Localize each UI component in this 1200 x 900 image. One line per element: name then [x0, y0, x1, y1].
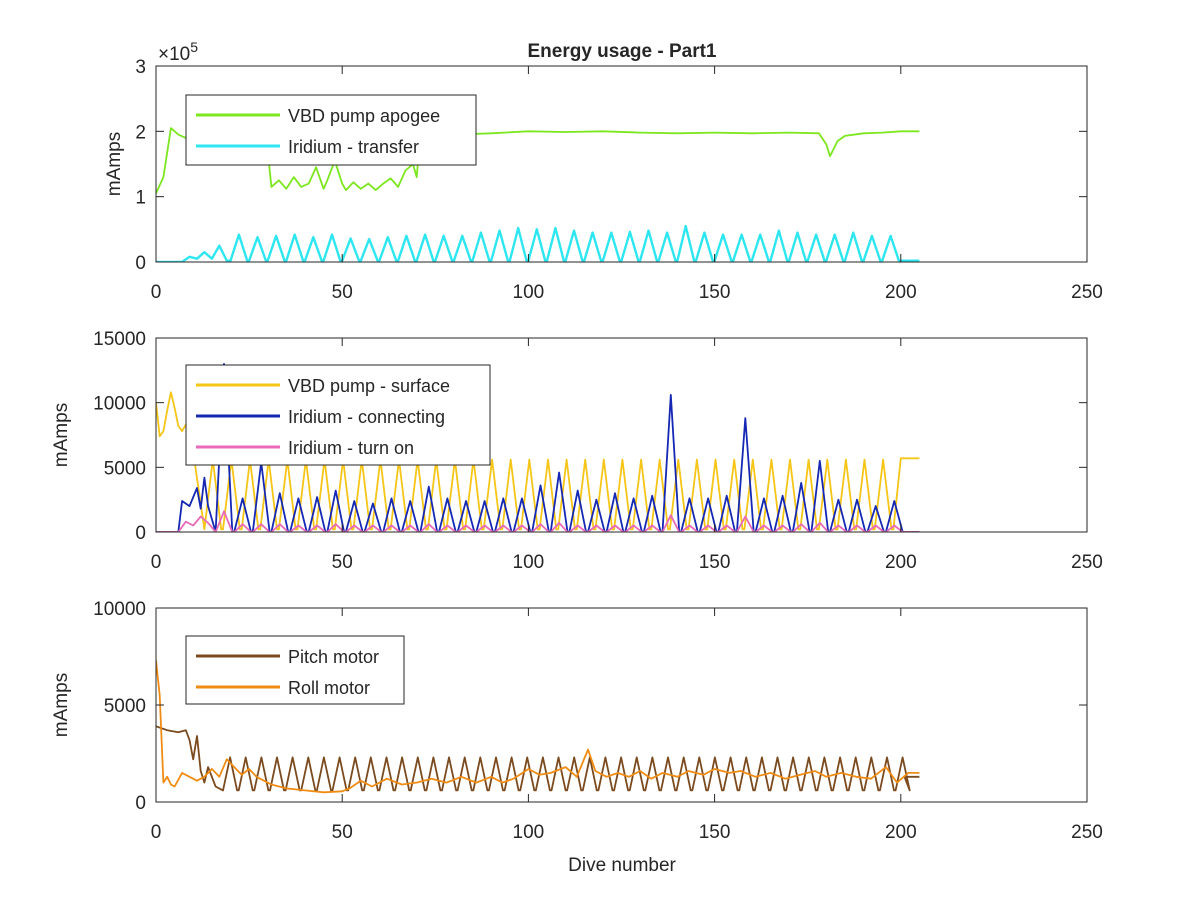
- legend-entry: Iridium - turn on: [288, 438, 414, 458]
- subplot-3: 0 50 100 150 200 250 0 5000 10000 mAmps Pitch moto…: [51, 599, 1103, 843]
- y-exponent-label: ×105: [158, 39, 198, 65]
- x-tick-label: 150: [699, 822, 731, 843]
- subplot-2: 0 50 100 150 200 250 0 5000 10000 15000 mAmps VBD p…: [51, 329, 1103, 573]
- x-tick-label: 250: [1071, 822, 1103, 843]
- y-tick-label: 10000: [93, 599, 146, 620]
- series-line-2-1: [156, 391, 920, 531]
- x-tick-label: 50: [332, 822, 353, 843]
- legend-entry: Pitch motor: [288, 647, 379, 667]
- x-tick-label: 0: [151, 552, 162, 573]
- x-tick-label: 50: [332, 282, 353, 303]
- series-line-3-2: [156, 660, 920, 794]
- x-tick-label: 150: [699, 282, 731, 303]
- x-tick-label: 100: [513, 822, 545, 843]
- x-tick-label: 150: [699, 552, 731, 573]
- legend-entry: VBD pump - surface: [288, 376, 450, 396]
- y-tick-label: 0: [135, 523, 146, 544]
- x-tick-label: 200: [885, 552, 917, 573]
- x-tick-label: 100: [513, 552, 545, 573]
- legend: VBD pump apogee Iridium - transfer: [185, 94, 477, 166]
- legend: Pitch motor Roll motor: [185, 635, 405, 705]
- legend-entry: Iridium - connecting: [288, 407, 445, 427]
- x-tick-label: 250: [1071, 282, 1103, 303]
- y-tick-label: 0: [135, 793, 146, 814]
- x-tick-label: 200: [885, 282, 917, 303]
- y-tick-label: 5000: [104, 696, 146, 717]
- x-tick-label: 50: [332, 552, 353, 573]
- y-axis-label: mAmps: [51, 673, 72, 737]
- legend-entry: Iridium - transfer: [288, 137, 419, 157]
- legend-box: [185, 635, 405, 705]
- x-tick-label: 0: [151, 282, 162, 303]
- x-tick-label: 250: [1071, 552, 1103, 573]
- x-tick-label: 100: [513, 282, 545, 303]
- y-tick-label: 3: [135, 57, 146, 78]
- x-axis-label: Dive number: [568, 855, 676, 876]
- y-axis-label: mAmps: [51, 403, 72, 467]
- y-tick-label: 2: [135, 122, 146, 143]
- axes-box: [155, 337, 1088, 533]
- y-tick-label: 10000: [93, 394, 146, 415]
- subplot-1: 0 50 100 150 200 250 0 1 2 3 ×105 mAmps VBD pump apo…: [104, 39, 1103, 303]
- legend-entry: Roll motor: [288, 678, 370, 698]
- legend-entry: VBD pump apogee: [288, 106, 440, 126]
- y-tick-label: 5000: [104, 458, 146, 479]
- series-line-2-3: [156, 510, 920, 532]
- x-tick-label: 0: [151, 822, 162, 843]
- series-line-3-1: [156, 725, 920, 792]
- y-tick-label: 1: [135, 188, 146, 209]
- legend-box: [185, 94, 477, 166]
- y-tick-label: 0: [135, 253, 146, 274]
- figure-title: Energy usage - Part1: [527, 41, 716, 62]
- series-line-1-2: [156, 224, 920, 262]
- y-tick-label: 15000: [93, 329, 146, 350]
- axes-box: [155, 65, 1088, 263]
- y-axis-label: mAmps: [104, 132, 125, 196]
- series-line-2-2: [156, 363, 920, 532]
- x-tick-label: 200: [885, 822, 917, 843]
- legend: VBD pump - surface Iridium - connecting Ir…: [185, 364, 491, 466]
